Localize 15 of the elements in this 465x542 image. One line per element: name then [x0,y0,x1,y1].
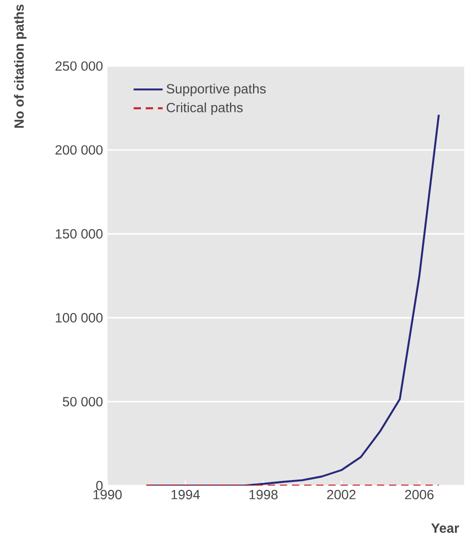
y-axis-title: No of citation paths [14,4,26,128]
x-tick-label: 2002 [327,490,356,500]
y-tick-label: 50 000 [62,396,103,406]
x-tick-label: 2006 [405,490,434,500]
x-tick-label: 1990 [94,490,122,500]
x-tick-label: 1998 [250,490,278,500]
y-tick-label: 150 000 [56,229,103,239]
x-tick-label: 1994 [172,490,200,500]
y-tick-label: 100 000 [56,313,103,322]
y-tick-label: 0 [96,480,103,490]
legend-label: Supportive paths [166,84,266,96]
y-tick-label: 200 000 [56,145,103,155]
y-tick-label: 250 000 [56,61,103,71]
legend-label: Critical paths [166,102,243,115]
x-axis-title: Year [431,524,460,533]
